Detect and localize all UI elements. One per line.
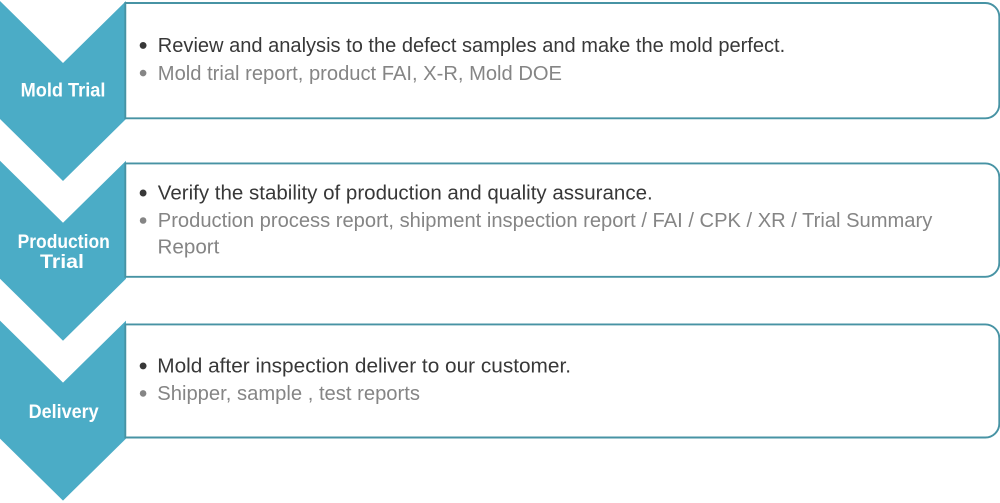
- svg-text:Mold Trial: Mold Trial: [21, 80, 106, 102]
- svg-text:Verify the stability of produc: Verify the stability of production and q…: [158, 183, 653, 205]
- svg-text:Report: Report: [158, 236, 220, 258]
- svg-text:Review and analysis to the def: Review and analysis to the defect sample…: [158, 35, 785, 57]
- svg-text:Mold trial report, product FAI: Mold trial report, product FAI, X-R, Mol…: [158, 63, 562, 85]
- svg-text:Shipper, sample , test reports: Shipper, sample , test reports: [157, 383, 420, 405]
- svg-text:Production process report, shi: Production process report, shipment insp…: [158, 210, 933, 232]
- svg-text:Delivery: Delivery: [29, 401, 99, 423]
- svg-text:Mold after inspection deliver: Mold after inspection deliver to our cus…: [157, 356, 571, 378]
- svg-text:Trial: Trial: [40, 251, 84, 273]
- svg-text:Production: Production: [18, 231, 110, 253]
